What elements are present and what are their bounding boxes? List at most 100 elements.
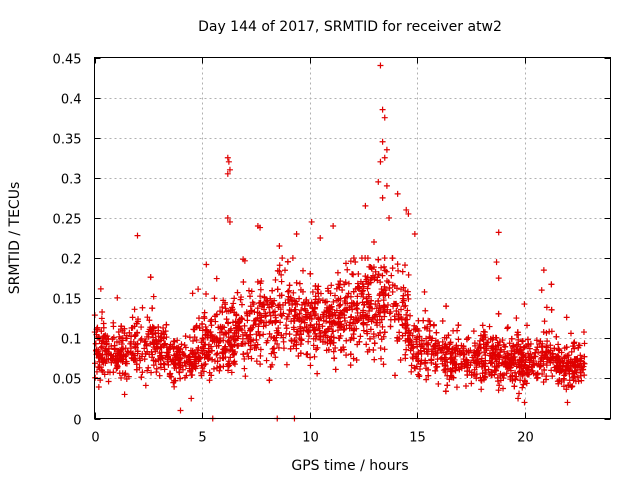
data-point xyxy=(148,369,155,376)
data-point xyxy=(554,365,561,372)
data-point xyxy=(189,290,196,297)
data-point xyxy=(482,352,489,359)
data-point xyxy=(402,330,409,337)
data-point xyxy=(283,322,290,329)
data-point xyxy=(233,312,240,319)
data-point xyxy=(213,351,220,358)
data-point xyxy=(414,334,421,341)
y-tick-label: 0.45 xyxy=(53,53,82,68)
data-point xyxy=(136,355,143,362)
data-point xyxy=(474,356,481,363)
data-point xyxy=(388,272,395,279)
data-point xyxy=(398,315,405,322)
data-point xyxy=(563,344,570,351)
data-point xyxy=(276,243,283,250)
axis-ticks xyxy=(94,57,611,420)
data-point xyxy=(516,356,523,363)
data-point xyxy=(347,351,354,358)
data-point xyxy=(176,349,183,356)
data-point xyxy=(425,372,432,379)
data-point xyxy=(338,346,345,353)
data-point xyxy=(250,301,257,308)
data-point xyxy=(439,317,446,324)
data-point xyxy=(286,287,293,294)
data-point xyxy=(94,324,101,331)
data-point xyxy=(260,331,267,338)
data-point xyxy=(301,305,308,312)
data-point xyxy=(199,327,206,334)
data-point xyxy=(555,362,562,369)
data-point xyxy=(418,357,425,364)
data-point xyxy=(139,369,146,376)
data-point xyxy=(193,322,200,329)
data-point xyxy=(153,369,160,376)
data-point xyxy=(307,270,314,277)
data-point xyxy=(481,349,488,356)
data-point xyxy=(188,365,195,372)
data-point xyxy=(474,347,481,354)
data-point xyxy=(234,289,241,296)
data-point xyxy=(500,385,507,392)
data-point xyxy=(257,224,264,231)
data-point xyxy=(257,286,264,293)
data-point xyxy=(570,340,577,347)
data-point xyxy=(364,312,371,319)
data-point xyxy=(110,353,117,360)
data-point xyxy=(358,290,365,297)
data-point xyxy=(578,377,585,384)
data-point xyxy=(367,326,374,333)
data-point xyxy=(263,357,270,364)
data-point xyxy=(155,356,162,363)
data-point xyxy=(325,312,332,319)
data-point xyxy=(304,350,311,357)
data-point xyxy=(109,356,116,363)
data-point xyxy=(513,315,520,322)
data-point xyxy=(496,338,503,345)
data-point xyxy=(171,352,178,359)
data-point xyxy=(580,366,587,373)
data-point xyxy=(134,341,141,348)
data-point xyxy=(365,316,372,323)
data-point xyxy=(381,329,388,336)
data-point xyxy=(449,374,456,381)
data-point xyxy=(472,352,479,359)
data-point xyxy=(580,329,587,336)
data-point xyxy=(519,384,526,391)
data-point xyxy=(155,327,162,334)
data-point xyxy=(241,355,248,362)
data-point xyxy=(416,366,423,373)
data-point xyxy=(92,360,99,367)
data-point xyxy=(430,321,437,328)
data-point xyxy=(534,370,541,377)
data-point xyxy=(222,329,229,336)
data-point xyxy=(425,341,432,348)
data-point xyxy=(360,321,367,328)
y-tick-label: 0.35 xyxy=(53,133,82,148)
data-point xyxy=(569,383,576,390)
data-point xyxy=(134,348,141,355)
data-point xyxy=(177,375,184,382)
data-point xyxy=(222,299,229,306)
data-point xyxy=(108,359,115,366)
data-point xyxy=(160,335,167,342)
data-point xyxy=(98,328,105,335)
data-point xyxy=(568,348,575,355)
data-point xyxy=(131,306,138,313)
data-point xyxy=(314,299,321,306)
data-point xyxy=(221,345,228,352)
data-point xyxy=(389,288,396,295)
data-point xyxy=(428,348,435,355)
data-point xyxy=(206,377,213,384)
data-point xyxy=(391,316,398,323)
data-point xyxy=(515,370,522,377)
data-point xyxy=(468,380,475,387)
data-point xyxy=(241,322,248,329)
data-point xyxy=(371,340,378,347)
data-point xyxy=(422,307,429,314)
data-point xyxy=(297,323,304,330)
data-point xyxy=(203,261,210,268)
data-point xyxy=(478,355,485,362)
data-point xyxy=(278,278,285,285)
data-point xyxy=(404,307,411,314)
data-point xyxy=(515,341,522,348)
